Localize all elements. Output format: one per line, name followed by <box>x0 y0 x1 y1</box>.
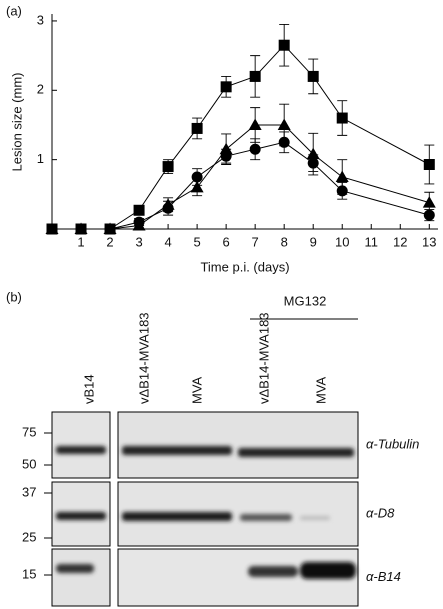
lane-label: vB14 <box>81 374 96 404</box>
x-tick-label: 4 <box>164 234 171 249</box>
y-tick-label: 1 <box>37 151 44 166</box>
point <box>75 223 87 235</box>
size-marker: 25 <box>22 529 36 544</box>
x-tick-label: 7 <box>252 234 259 249</box>
point <box>423 209 435 221</box>
point <box>190 180 204 193</box>
antibody-label: α-Tubulin <box>366 436 419 451</box>
x-tick-label: 5 <box>193 234 200 249</box>
point <box>220 81 232 93</box>
panel-label: (a) <box>6 3 22 18</box>
x-tick-label: 3 <box>135 234 142 249</box>
point <box>162 161 174 173</box>
point <box>278 136 290 148</box>
point <box>423 159 435 170</box>
size-marker: 15 <box>22 566 36 581</box>
lane-label: MVA <box>313 376 328 404</box>
point <box>219 142 233 155</box>
x-tick-label: 1 <box>77 234 84 249</box>
antibody-label: α-B14 <box>366 569 401 584</box>
x-tick-label: 12 <box>393 234 407 249</box>
point <box>422 196 436 208</box>
point <box>220 150 232 162</box>
size-marker: 50 <box>22 456 36 471</box>
x-tick-label: 9 <box>310 234 317 249</box>
lane-label: MVA <box>189 376 204 404</box>
x-tick-label: 11 <box>364 234 378 249</box>
point <box>307 157 319 169</box>
point <box>248 118 262 130</box>
point <box>104 223 116 235</box>
point <box>335 170 349 182</box>
blot-box <box>117 411 359 479</box>
lane-label: vΔB14-MVA183 <box>136 312 151 404</box>
point <box>191 122 203 134</box>
bands <box>56 446 356 579</box>
antibody-label: α-D8 <box>366 505 395 520</box>
point <box>306 147 320 160</box>
panel-label: (b) <box>6 289 22 304</box>
point <box>133 204 145 216</box>
point <box>278 39 290 51</box>
x-tick-label: 13 <box>422 234 436 249</box>
point <box>249 143 261 155</box>
series-line <box>52 124 430 230</box>
x-axis-label: Time p.i. (days) <box>200 259 289 274</box>
point <box>46 223 58 235</box>
point <box>336 112 348 124</box>
y-tick-label: 3 <box>37 12 44 27</box>
size-marker: 75 <box>22 424 36 439</box>
point <box>307 70 319 82</box>
x-tick-label: 8 <box>281 234 288 249</box>
x-tick-label: 2 <box>106 234 113 249</box>
blot-box <box>51 548 111 607</box>
size-marker: 37 <box>22 484 36 499</box>
point <box>133 216 145 228</box>
x-tick-label: 6 <box>223 234 230 249</box>
lane-label: vΔB14-MVA183 <box>256 312 271 404</box>
point <box>249 70 261 82</box>
point <box>191 171 203 183</box>
blot <box>51 411 359 607</box>
point <box>277 118 291 130</box>
point <box>162 202 174 214</box>
x-tick-label: 10 <box>335 234 349 249</box>
y-tick-label: 2 <box>37 82 44 97</box>
blot-box <box>51 411 111 479</box>
point <box>336 185 348 197</box>
y-axis-label: Lesion size (mm) <box>9 73 24 172</box>
treatment-label: MG132 <box>284 293 327 308</box>
